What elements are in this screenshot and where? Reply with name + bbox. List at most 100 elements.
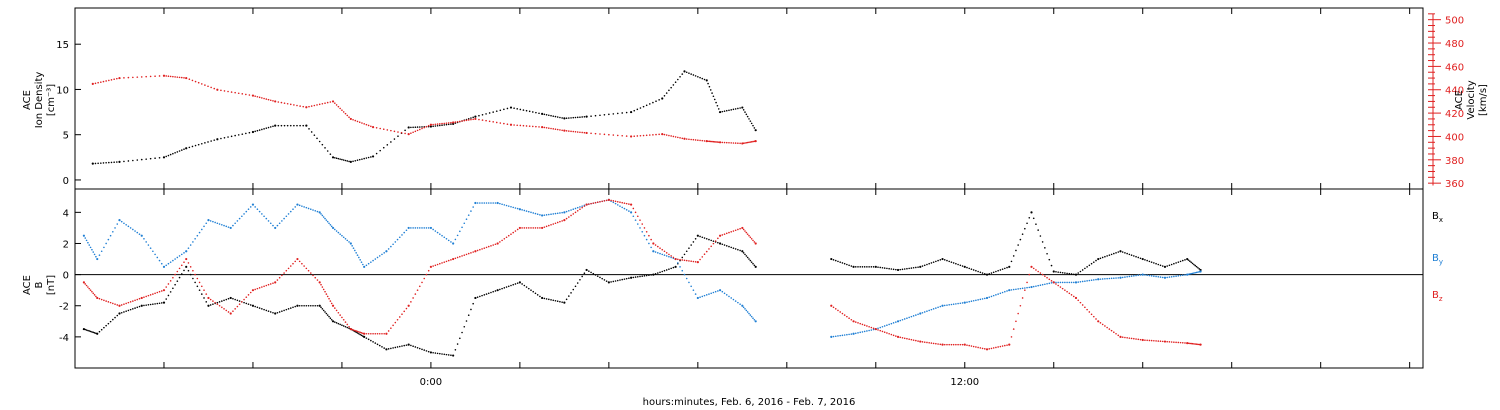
by-point-fill xyxy=(470,210,472,212)
bx-point-fill xyxy=(543,297,546,300)
bz-point-fill xyxy=(732,230,735,232)
by-point-fill xyxy=(739,303,741,305)
by-point-fill xyxy=(316,210,319,213)
bz-point-fill xyxy=(258,287,261,289)
bx-point-fill xyxy=(405,344,408,346)
velocity-point-fill xyxy=(699,139,701,142)
bz-point-fill xyxy=(178,267,181,270)
by-point-fill xyxy=(160,262,163,265)
velocity-point-fill xyxy=(472,118,474,121)
density-point-fill xyxy=(590,115,592,117)
by-point xyxy=(1163,276,1167,279)
by-point-fill xyxy=(745,309,748,312)
bz-point-fill xyxy=(1064,289,1066,291)
by-point-fill xyxy=(221,224,223,226)
bz-point-fill xyxy=(158,290,161,293)
density-point-fill xyxy=(382,146,385,149)
bz-point-fill xyxy=(276,279,279,281)
bz-point-fill xyxy=(957,343,959,346)
by-point-fill xyxy=(218,223,221,225)
velocity-point-fill xyxy=(283,102,286,104)
bz-point-fill xyxy=(463,254,466,256)
bx-point-fill xyxy=(861,266,864,268)
bx-point-fill xyxy=(581,275,583,278)
bz-point-fill xyxy=(100,298,103,301)
by-point-fill xyxy=(886,324,888,326)
by-point-fill xyxy=(850,333,853,335)
density-point-fill xyxy=(503,108,505,111)
density-point-fill xyxy=(545,113,548,116)
by-point-fill xyxy=(461,226,463,229)
bx-point-fill xyxy=(116,314,119,317)
by-point-fill xyxy=(1072,281,1075,284)
by-point-fill xyxy=(1081,280,1084,283)
velocity-point-fill xyxy=(302,105,305,108)
by-point xyxy=(1008,289,1011,292)
density-point xyxy=(754,129,757,132)
bx-point-fill xyxy=(490,291,492,294)
bx-point-fill xyxy=(1168,264,1171,267)
bx-point-fill xyxy=(1079,270,1082,273)
bz-point-fill xyxy=(556,221,559,224)
by-point xyxy=(985,296,989,300)
bz-point-fill xyxy=(356,330,359,333)
bz-point xyxy=(541,226,544,230)
velocity-point-fill xyxy=(421,127,423,130)
by-point-fill xyxy=(383,252,385,254)
bx-point-fill xyxy=(539,295,541,298)
density-point-fill xyxy=(749,120,752,122)
bx-point-fill xyxy=(561,301,563,303)
bx-point-fill xyxy=(621,278,624,281)
bx-point-fill xyxy=(737,248,739,251)
bz-point-fill xyxy=(1194,343,1197,345)
velocity-point-fill xyxy=(265,98,268,100)
velocity-point-fill xyxy=(132,76,134,79)
bz-point-fill xyxy=(937,343,939,345)
bx-point-fill xyxy=(1166,265,1168,267)
density-point-fill xyxy=(697,75,699,78)
by-point-fill xyxy=(169,261,172,263)
bx-point-fill xyxy=(977,270,979,273)
by-point-fill xyxy=(841,334,844,337)
bx-point-fill xyxy=(890,268,893,270)
by-point-fill xyxy=(127,225,130,228)
bx-point-fill xyxy=(594,274,597,276)
by-point-fill xyxy=(948,304,950,306)
by-point-fill xyxy=(479,202,481,204)
by-point-fill xyxy=(152,250,154,253)
density-point-fill xyxy=(280,124,283,127)
bz-point-fill xyxy=(601,200,603,203)
bottom-left-tick-label: -2 xyxy=(59,302,69,313)
bx-point-fill xyxy=(278,311,281,313)
bx-point-fill xyxy=(879,266,882,269)
velocity-point xyxy=(118,76,121,80)
by-point-fill xyxy=(621,206,624,209)
bx-point-fill xyxy=(401,345,403,347)
by-point-fill xyxy=(355,252,357,254)
bz-point-fill xyxy=(267,283,270,286)
bz-point-fill xyxy=(886,332,888,334)
bx-point-fill xyxy=(416,346,419,349)
velocity-point-fill xyxy=(697,139,699,141)
by-point-fill xyxy=(501,203,503,206)
bx-point-fill xyxy=(456,343,459,345)
bx-point-fill xyxy=(576,282,579,284)
bz-point-fill xyxy=(1070,294,1073,296)
bx-point xyxy=(852,265,855,268)
bx-point-fill xyxy=(238,300,241,302)
by-point-fill xyxy=(1181,274,1184,277)
bottom-ylabel-line2: B xyxy=(34,281,45,288)
bz-point-fill xyxy=(1059,286,1062,288)
by-point-fill xyxy=(278,222,281,225)
bx-point xyxy=(1119,250,1122,253)
velocity-point-fill xyxy=(603,133,606,136)
bx-point-fill xyxy=(552,299,555,302)
by-point xyxy=(82,234,85,237)
by-point-fill xyxy=(979,298,982,301)
bz-point-fill xyxy=(1001,345,1004,347)
bz-point-fill xyxy=(1021,297,1024,299)
bx-point-fill xyxy=(753,264,756,267)
velocity-point-fill xyxy=(692,138,695,141)
bx-point xyxy=(1008,265,1011,268)
bz-point-fill xyxy=(355,330,357,332)
